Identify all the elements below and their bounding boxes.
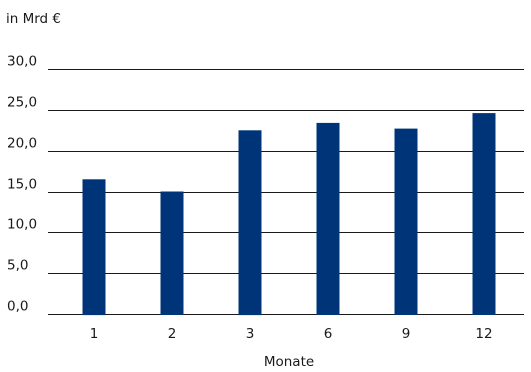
bars	[82, 113, 496, 316]
y-tick-labels: 0,0 5,0 10,0 15,0 20,0 25,0 30,0	[7, 54, 37, 315]
x-tick-label: 1	[90, 326, 99, 342]
y-tick-label: 25,0	[7, 95, 37, 111]
x-tick-labels: 1 2 3 6 9 12	[90, 326, 493, 342]
y-tick-label: 15,0	[7, 177, 37, 193]
y-unit-label: in Mrd €	[6, 11, 61, 27]
x-axis-title: Monate	[264, 354, 314, 370]
bar-3	[238, 130, 262, 316]
y-tick-label: 30,0	[7, 54, 37, 70]
x-tick-label: 2	[168, 326, 177, 342]
x-tick-label: 9	[402, 326, 411, 342]
y-tick-label: 10,0	[7, 217, 37, 233]
x-tick-label: 12	[475, 326, 492, 342]
bar-12	[472, 113, 496, 315]
y-tick-label: 5,0	[7, 258, 28, 274]
bar-1	[82, 179, 106, 316]
x-tick-label: 3	[246, 326, 255, 342]
x-tick-label: 6	[324, 326, 333, 342]
bar-2	[160, 191, 184, 315]
bar-6	[316, 122, 340, 316]
y-tick-label: 0,0	[7, 299, 28, 315]
bar-9	[394, 128, 418, 315]
gridlines	[48, 69, 524, 315]
y-tick-label: 20,0	[7, 136, 37, 152]
